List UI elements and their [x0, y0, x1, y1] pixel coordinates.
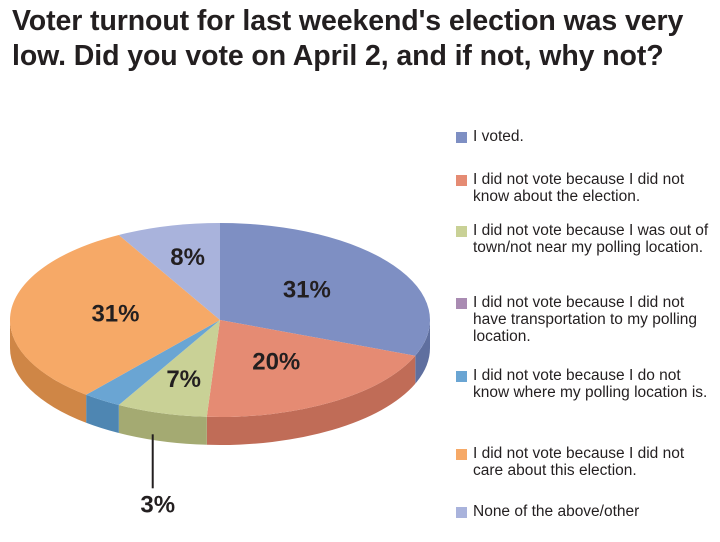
- legend-label: None of the above/other: [473, 503, 640, 520]
- legend-label: I did not vote because I do not know whe…: [473, 367, 708, 401]
- pie-slice-side: [206, 355, 416, 445]
- legend-item-unknown-location: I did not vote because I do not know whe…: [456, 367, 718, 401]
- legend-swatch: [456, 175, 467, 186]
- legend-swatch: [456, 132, 467, 143]
- pie-labels-group: 31% 20% 7% 3% 31% 8%: [91, 244, 330, 515]
- pie-slice: [206, 320, 416, 417]
- pie-slice: [9, 234, 221, 395]
- legend-item-did-not-know: I did not vote because I did not know ab…: [456, 171, 718, 205]
- pie-slice: [118, 320, 220, 417]
- legend-label: I did not vote because I did not care ab…: [473, 445, 685, 479]
- legend-item-other: None of the above/other: [456, 503, 718, 520]
- legend-swatch: [456, 226, 467, 237]
- pie-slice-side: [86, 394, 119, 434]
- legend-swatch: [456, 507, 467, 518]
- pie-slice-side: [415, 320, 430, 384]
- legend-label: I did not vote because I was out of town…: [473, 222, 709, 256]
- legend-label: I did not vote because I did not have tr…: [473, 294, 698, 345]
- pie-value-label: 3%: [140, 492, 175, 515]
- pie-slice-side: [118, 405, 207, 445]
- pie-slice: [118, 223, 220, 320]
- legend-label: I did not vote because I did not know ab…: [473, 171, 685, 205]
- legend-swatch: [456, 371, 467, 382]
- legend-swatch: [456, 298, 467, 309]
- legend-item-no-transportation: I did not vote because I did not have tr…: [456, 294, 718, 345]
- pie-slices-group: [9, 223, 430, 417]
- chart-title: Voter turnout for last weekend's electio…: [12, 5, 684, 72]
- legend-item-out-of-town: I did not vote because I was out of town…: [456, 222, 718, 256]
- pie-value-label: 31%: [91, 301, 139, 328]
- pie-value-label: 20%: [252, 348, 300, 375]
- pie-slice: [220, 223, 430, 356]
- pie-slice-side: [10, 320, 87, 423]
- legend-label: I voted.: [473, 128, 524, 145]
- pie-depth-group: [10, 320, 430, 445]
- pie-value-label: 7%: [166, 366, 201, 393]
- pie-slice: [86, 320, 220, 406]
- legend-item-did-not-care: I did not vote because I did not care ab…: [456, 445, 718, 479]
- pie-chart: 31% 20% 7% 3% 31% 8%: [9, 223, 430, 515]
- legend-swatch: [456, 449, 467, 460]
- legend-item-voted: I voted.: [456, 128, 718, 145]
- pie-value-label: 8%: [170, 244, 205, 271]
- pie-value-label: 31%: [283, 277, 331, 304]
